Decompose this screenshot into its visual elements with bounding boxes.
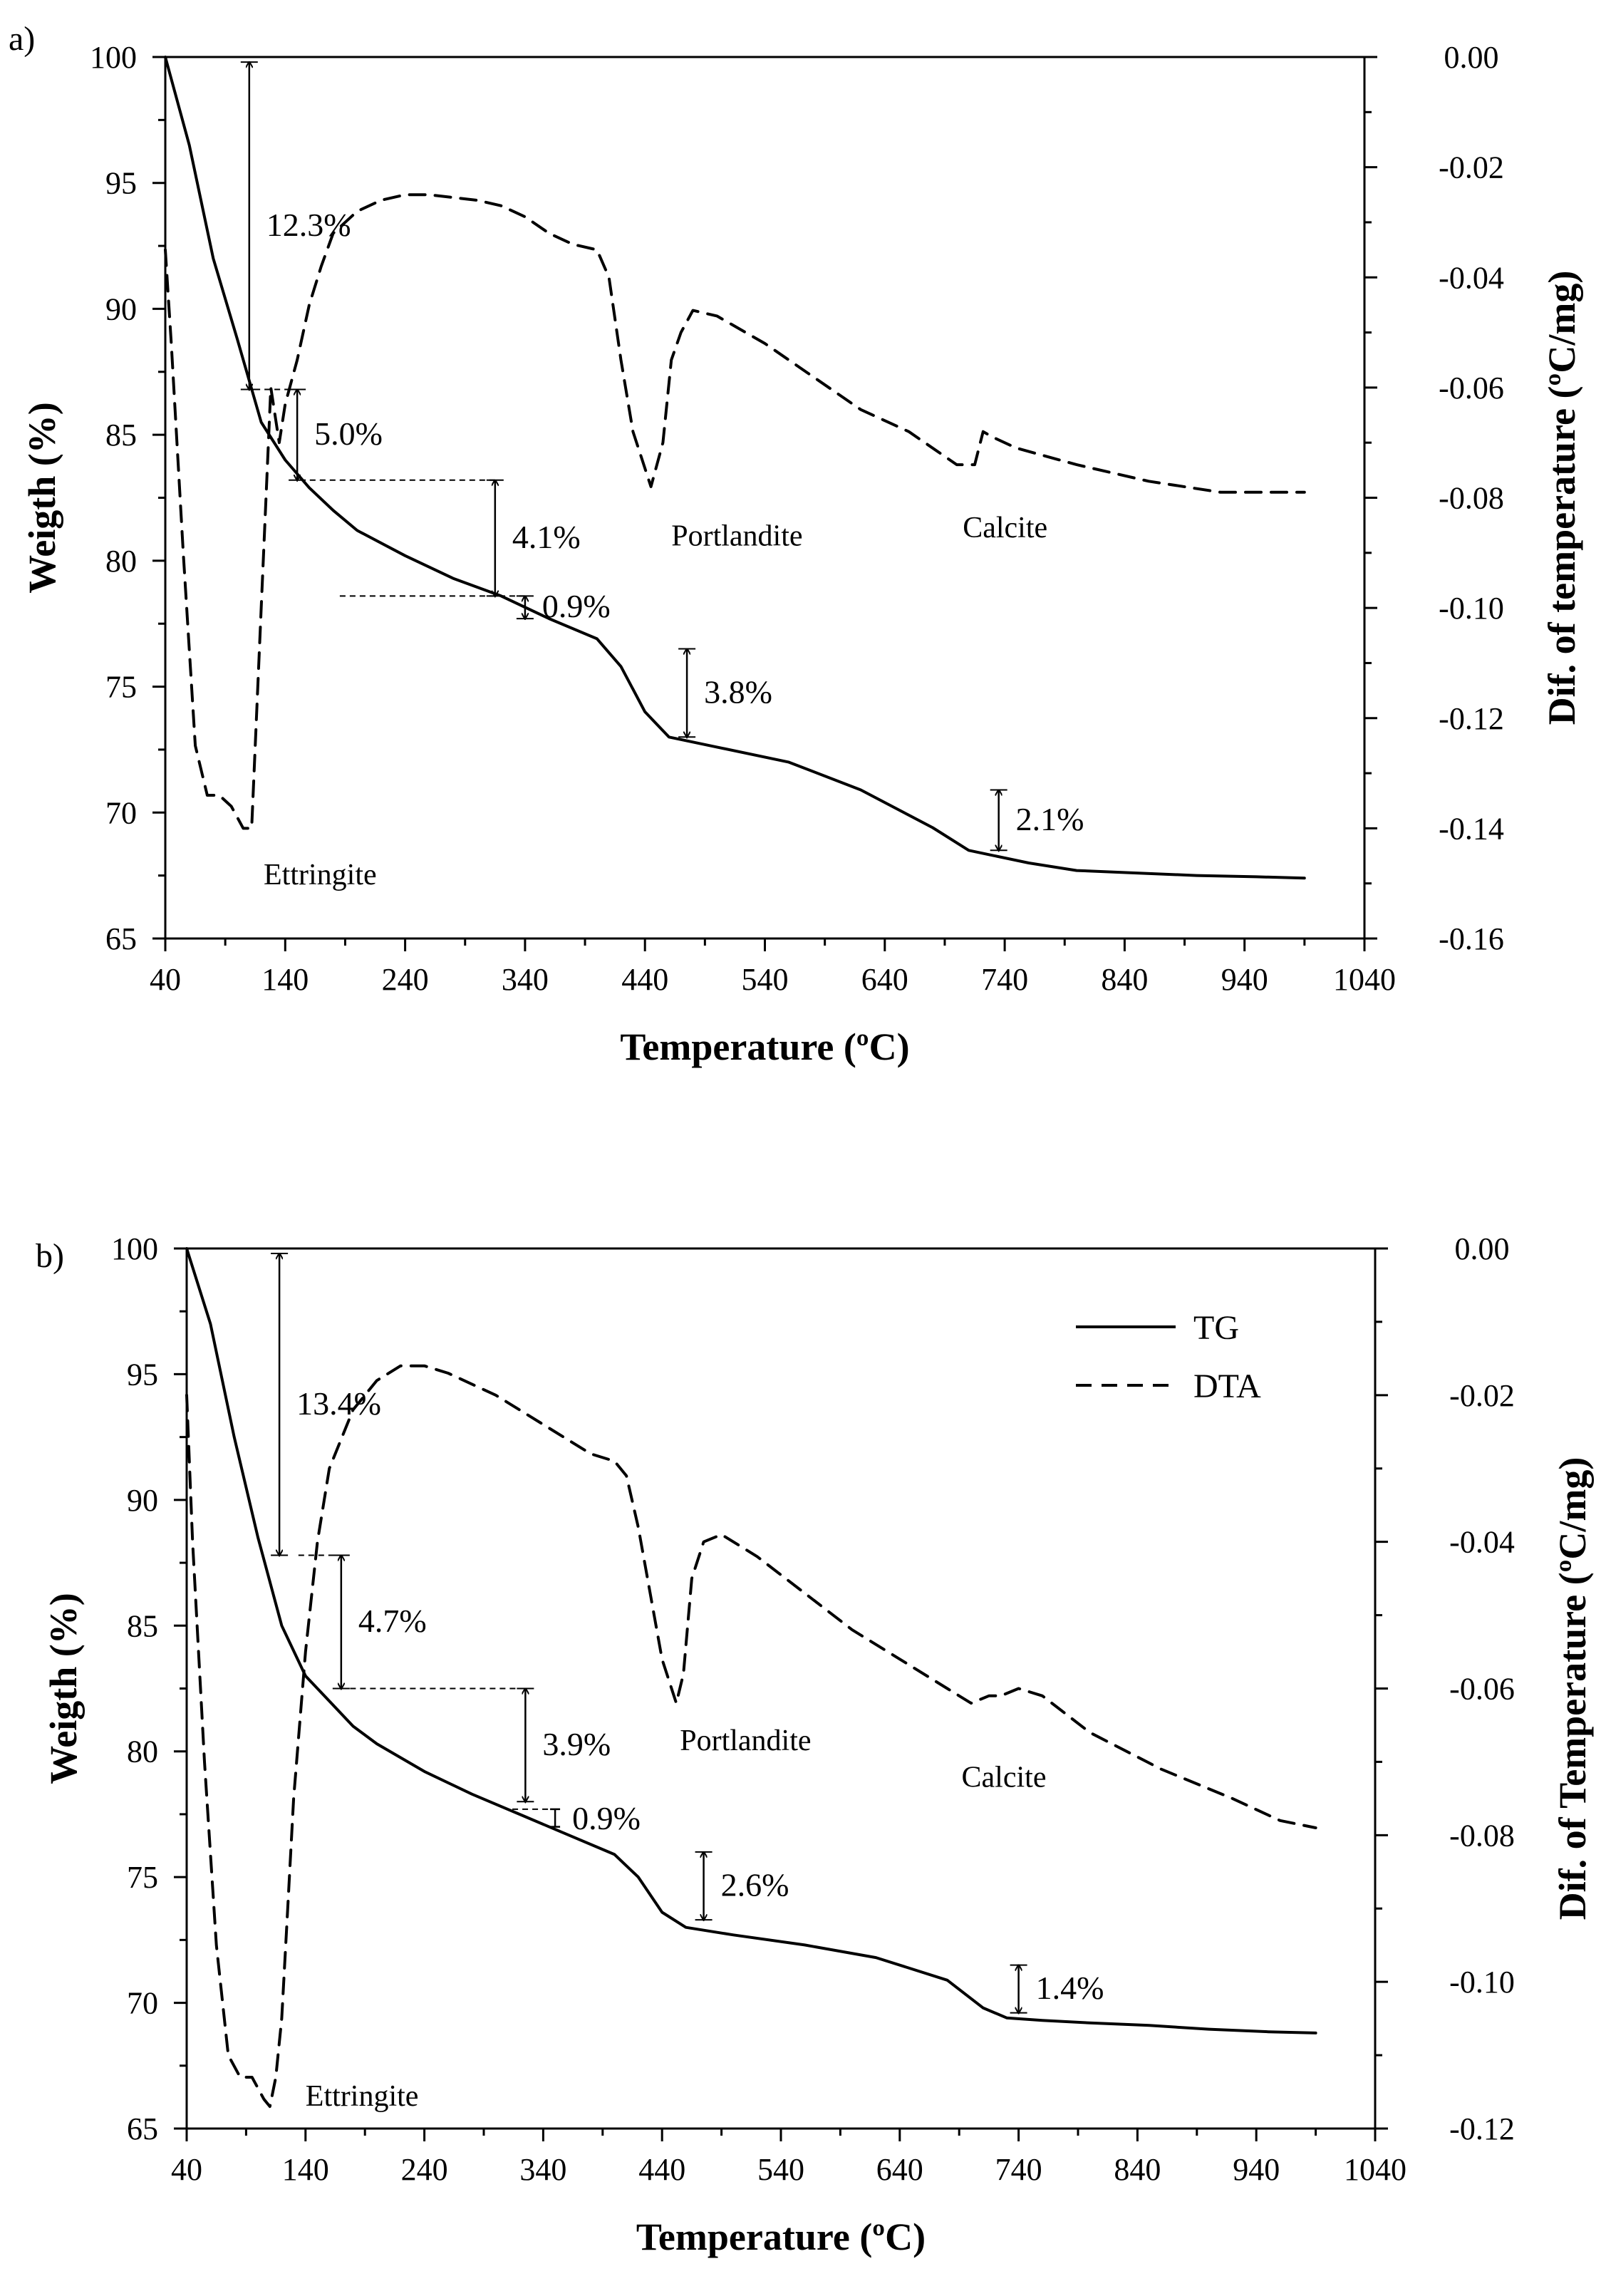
y2-tick-label: -0.04: [1439, 260, 1504, 295]
y-tick-label: 90: [105, 291, 137, 326]
x-tick-label: 740: [981, 962, 1028, 997]
y2-tick-label: -0.10: [1439, 591, 1504, 626]
x-tick-label: 940: [1221, 962, 1268, 997]
y2-axis-title: Dif. of temperature (ºC/mg): [1540, 271, 1583, 725]
y2-axis-title: Dif. of Temperature (ºC/mg): [1551, 1457, 1594, 1920]
y2-tick-label: -0.02: [1439, 150, 1504, 185]
annotation-label: 2.6%: [721, 1866, 789, 1903]
y2-tick-label: -0.08: [1449, 1818, 1515, 1853]
y-tick-label: 75: [127, 1860, 158, 1895]
annotation-label: 4.1%: [512, 519, 581, 555]
y-tick-label: 65: [105, 921, 137, 956]
panel-label: b): [36, 1237, 64, 1275]
legend-label: DTA: [1193, 1367, 1261, 1405]
y-tick-label: 65: [127, 2111, 158, 2146]
y-tick-label: 80: [127, 1734, 158, 1769]
y2-tick-label: -0.06: [1439, 371, 1504, 405]
x-axis-title: Temperature (ºC): [620, 1025, 909, 1068]
y-tick-label: 95: [105, 166, 137, 201]
series-line-tg: [164, 56, 1306, 880]
annotation-label: 3.8%: [704, 673, 772, 710]
series-line-tg: [185, 1247, 1317, 2034]
y2-tick-label: -0.08: [1439, 481, 1504, 516]
y-tick-label: 100: [90, 40, 137, 75]
x-tick-label: 1040: [1344, 2152, 1406, 2187]
y-tick-label: 95: [127, 1357, 158, 1392]
x-tick-label: 540: [757, 2152, 804, 2187]
y2-tick-label: -0.02: [1449, 1378, 1515, 1413]
panel-label: a): [9, 20, 35, 58]
series-line-dta: [164, 193, 1306, 830]
legend-label: TG: [1193, 1309, 1239, 1347]
x-tick-label: 640: [861, 962, 908, 997]
x-tick-label: 640: [876, 2152, 923, 2187]
y-tick-label: 90: [127, 1483, 158, 1518]
y-tick-label: 85: [127, 1608, 158, 1643]
peak-label: Portlandite: [671, 520, 802, 553]
y-tick-label: 80: [105, 544, 137, 579]
x-tick-label: 840: [1114, 2152, 1161, 2187]
x-tick-label: 840: [1101, 962, 1148, 997]
peak-label: Calcite: [963, 512, 1047, 544]
y2-tick-label: -0.06: [1449, 1672, 1515, 1707]
y2-tick-label: -0.14: [1439, 811, 1504, 846]
y-tick-label: 70: [127, 1986, 158, 2021]
y-tick-label: 75: [105, 670, 137, 705]
peak-label: Ettringite: [264, 859, 377, 891]
x-tick-label: 440: [638, 2152, 685, 2187]
x-tick-label: 540: [742, 962, 789, 997]
y2-tick-label: -0.10: [1449, 1965, 1515, 2000]
annotation-label: 0.9%: [542, 588, 611, 624]
x-tick-label: 1040: [1333, 962, 1396, 997]
annotation-label: 1.4%: [1036, 1970, 1104, 2006]
peak-label: Ettringite: [306, 2080, 419, 2113]
plot-frame: [164, 56, 1366, 940]
x-tick-label: 140: [261, 962, 309, 997]
annotation-label: 3.9%: [542, 1726, 611, 1762]
series-line-dta: [185, 1364, 1317, 2109]
peak-label: Portlandite: [680, 1724, 811, 1757]
x-tick-label: 340: [519, 2152, 566, 2187]
annotation-label: 4.7%: [358, 1603, 427, 1639]
x-tick-label: 440: [621, 962, 668, 997]
y-axis-title: Weigth (%): [42, 1593, 85, 1784]
y-axis-title: Weigth (%): [21, 402, 63, 593]
x-tick-label: 240: [401, 2152, 448, 2187]
annotation-label: 0.9%: [572, 1800, 641, 1836]
y2-tick-label: 0.00: [1455, 1231, 1510, 1266]
x-axis-title: Temperature (ºC): [636, 2215, 926, 2258]
annotation-label: 5.0%: [314, 415, 383, 452]
y-tick-label: 100: [111, 1231, 158, 1266]
annotation-label: 12.3%: [266, 207, 351, 243]
panel-b: b) 40 140 240 340 440 540 640 740 840 940 1040 65 70 7…: [36, 1231, 1594, 2258]
x-tick-label: 340: [502, 962, 549, 997]
annotation-label: 2.1%: [1016, 801, 1084, 837]
annotation-label: 13.4%: [296, 1385, 381, 1422]
x-tick-label: 740: [995, 2152, 1042, 2187]
y2-tick-label: -0.16: [1439, 921, 1504, 956]
x-tick-label: 40: [171, 2152, 202, 2187]
x-tick-label: 140: [282, 2152, 329, 2187]
y2-tick-label: 0.00: [1444, 40, 1499, 75]
y2-tick-label: -0.04: [1449, 1525, 1515, 1560]
y2-tick-label: -0.12: [1449, 2111, 1515, 2146]
x-tick-label: 940: [1233, 2152, 1280, 2187]
panel-a: a) 40 140 240 340 440 540 640 740 840 940 1040 65 70 7…: [9, 20, 1583, 1068]
y2-tick-label: -0.12: [1439, 701, 1504, 736]
y-tick-label: 70: [105, 795, 137, 830]
y-tick-label: 85: [105, 418, 137, 453]
peak-label: Calcite: [962, 1761, 1047, 1794]
x-tick-label: 240: [382, 962, 429, 997]
x-tick-label: 40: [150, 962, 181, 997]
